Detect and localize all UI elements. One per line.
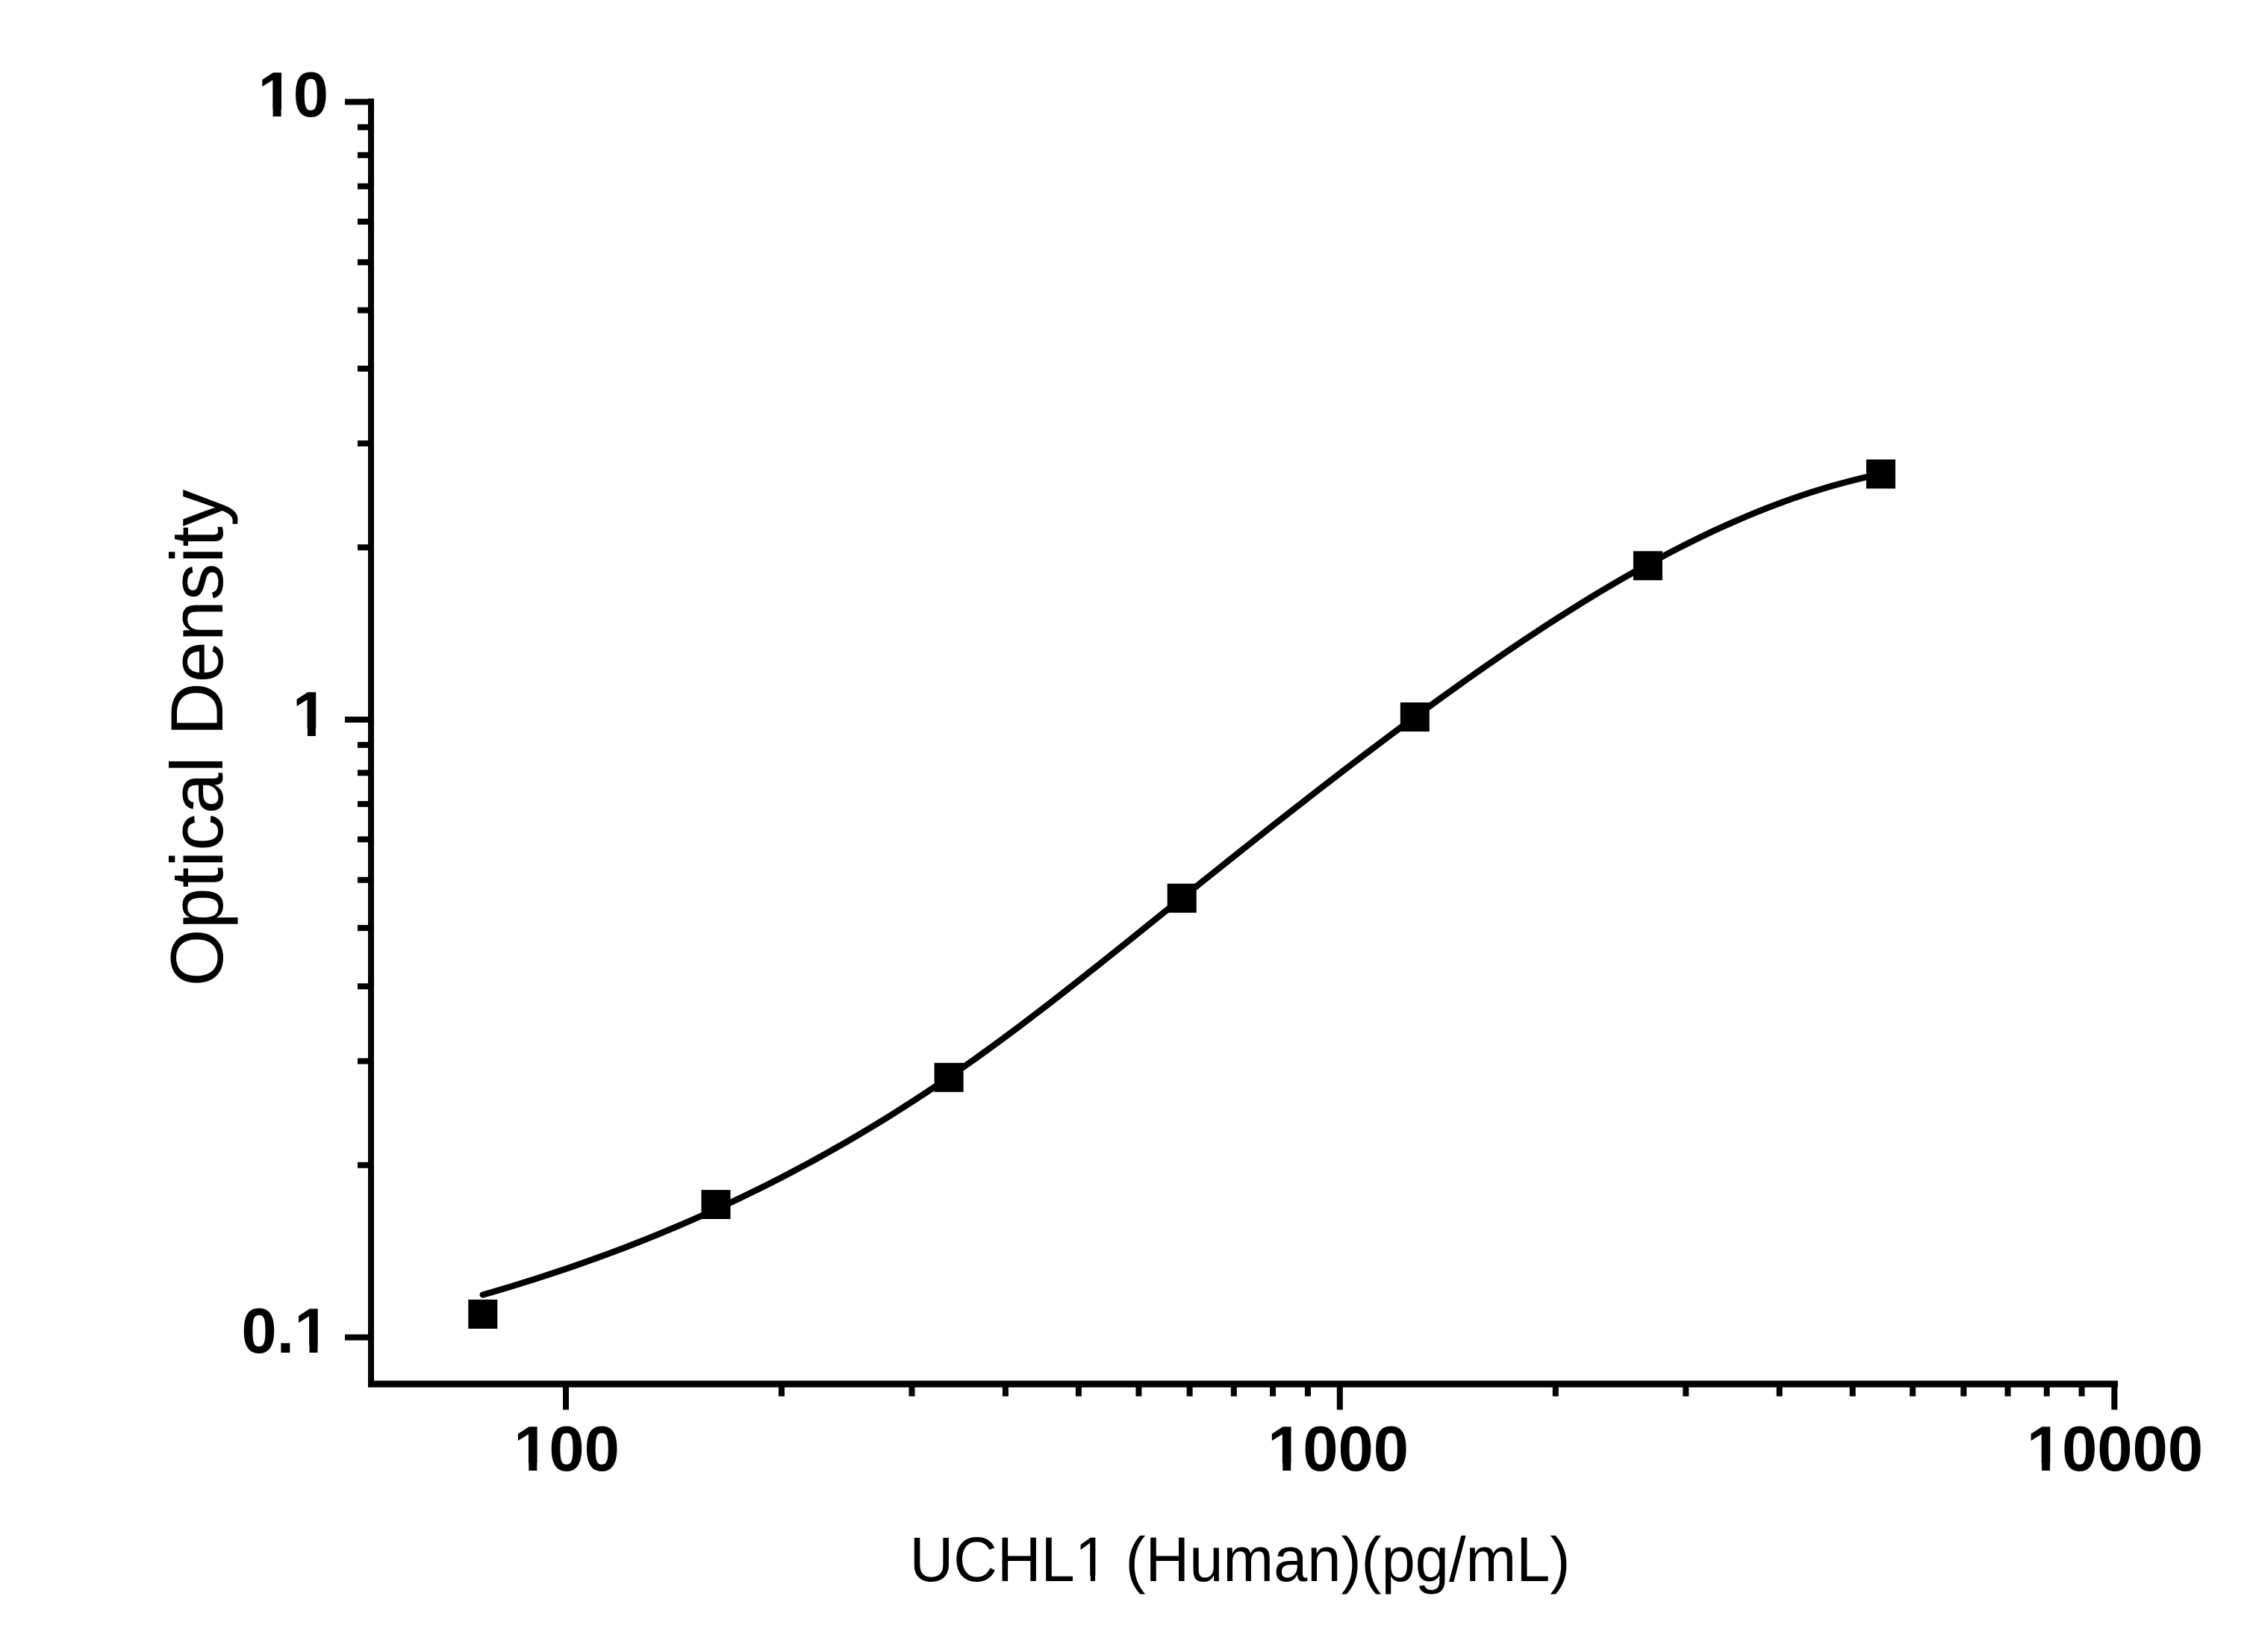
svg-text:0.1: 0.1: [241, 1296, 329, 1367]
svg-text:1000: 1000: [1268, 1414, 1409, 1485]
svg-text:UCHL1 (Human)(pg/mL): UCHL1 (Human)(pg/mL): [910, 1524, 1571, 1595]
svg-text:Optical Density: Optical Density: [155, 489, 238, 986]
svg-text:10: 10: [258, 60, 328, 131]
svg-text:100: 100: [514, 1414, 620, 1485]
svg-text:1: 1: [293, 679, 328, 750]
svg-text:10000: 10000: [2027, 1414, 2203, 1485]
